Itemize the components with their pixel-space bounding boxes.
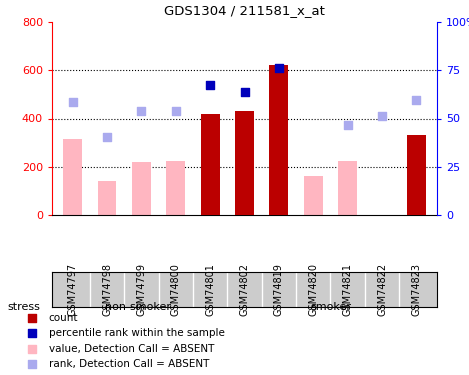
Point	[28, 361, 36, 367]
Bar	[63, 139, 82, 215]
Text: rank, Detection Call = ABSENT: rank, Detection Call = ABSENT	[49, 358, 209, 369]
Text: GSM74819: GSM74819	[274, 263, 284, 316]
Bar	[338, 161, 357, 215]
Point	[275, 65, 283, 71]
Point	[103, 134, 111, 140]
Text: count: count	[49, 314, 78, 323]
Text: percentile rank within the sample: percentile rank within the sample	[49, 328, 225, 338]
Text: smoker: smoker	[310, 302, 351, 312]
Text: GSM74800: GSM74800	[171, 263, 181, 316]
Bar	[166, 161, 185, 215]
Bar	[132, 162, 151, 215]
Bar	[304, 176, 323, 215]
Text: value, Detection Call = ABSENT: value, Detection Call = ABSENT	[49, 344, 214, 354]
Point	[172, 108, 180, 114]
Text: non-smoker: non-smoker	[105, 302, 171, 312]
Point	[344, 122, 351, 128]
Text: GSM74820: GSM74820	[308, 263, 318, 316]
Text: GSM74821: GSM74821	[343, 263, 353, 316]
Text: GDS1304 / 211581_x_at: GDS1304 / 211581_x_at	[164, 4, 325, 17]
Point	[206, 82, 214, 88]
Point	[28, 346, 36, 352]
Text: GSM74822: GSM74822	[377, 263, 387, 316]
Bar	[235, 111, 254, 215]
Bar	[201, 114, 219, 215]
Bar	[407, 135, 426, 215]
Text: GSM74798: GSM74798	[102, 263, 112, 316]
Bar	[98, 181, 116, 215]
Point	[69, 99, 76, 105]
Point	[28, 330, 36, 336]
Bar	[269, 173, 288, 215]
Point	[28, 315, 36, 321]
Text: GSM74797: GSM74797	[68, 263, 78, 316]
Text: GSM74801: GSM74801	[205, 263, 215, 316]
Bar	[269, 65, 288, 215]
Point	[241, 89, 248, 95]
Text: GSM74799: GSM74799	[136, 263, 146, 316]
Point	[413, 98, 420, 104]
Text: GSM74823: GSM74823	[411, 263, 421, 316]
Point	[137, 108, 145, 114]
Text: stress: stress	[8, 302, 41, 312]
Point	[378, 113, 386, 119]
Text: GSM74802: GSM74802	[240, 263, 250, 316]
